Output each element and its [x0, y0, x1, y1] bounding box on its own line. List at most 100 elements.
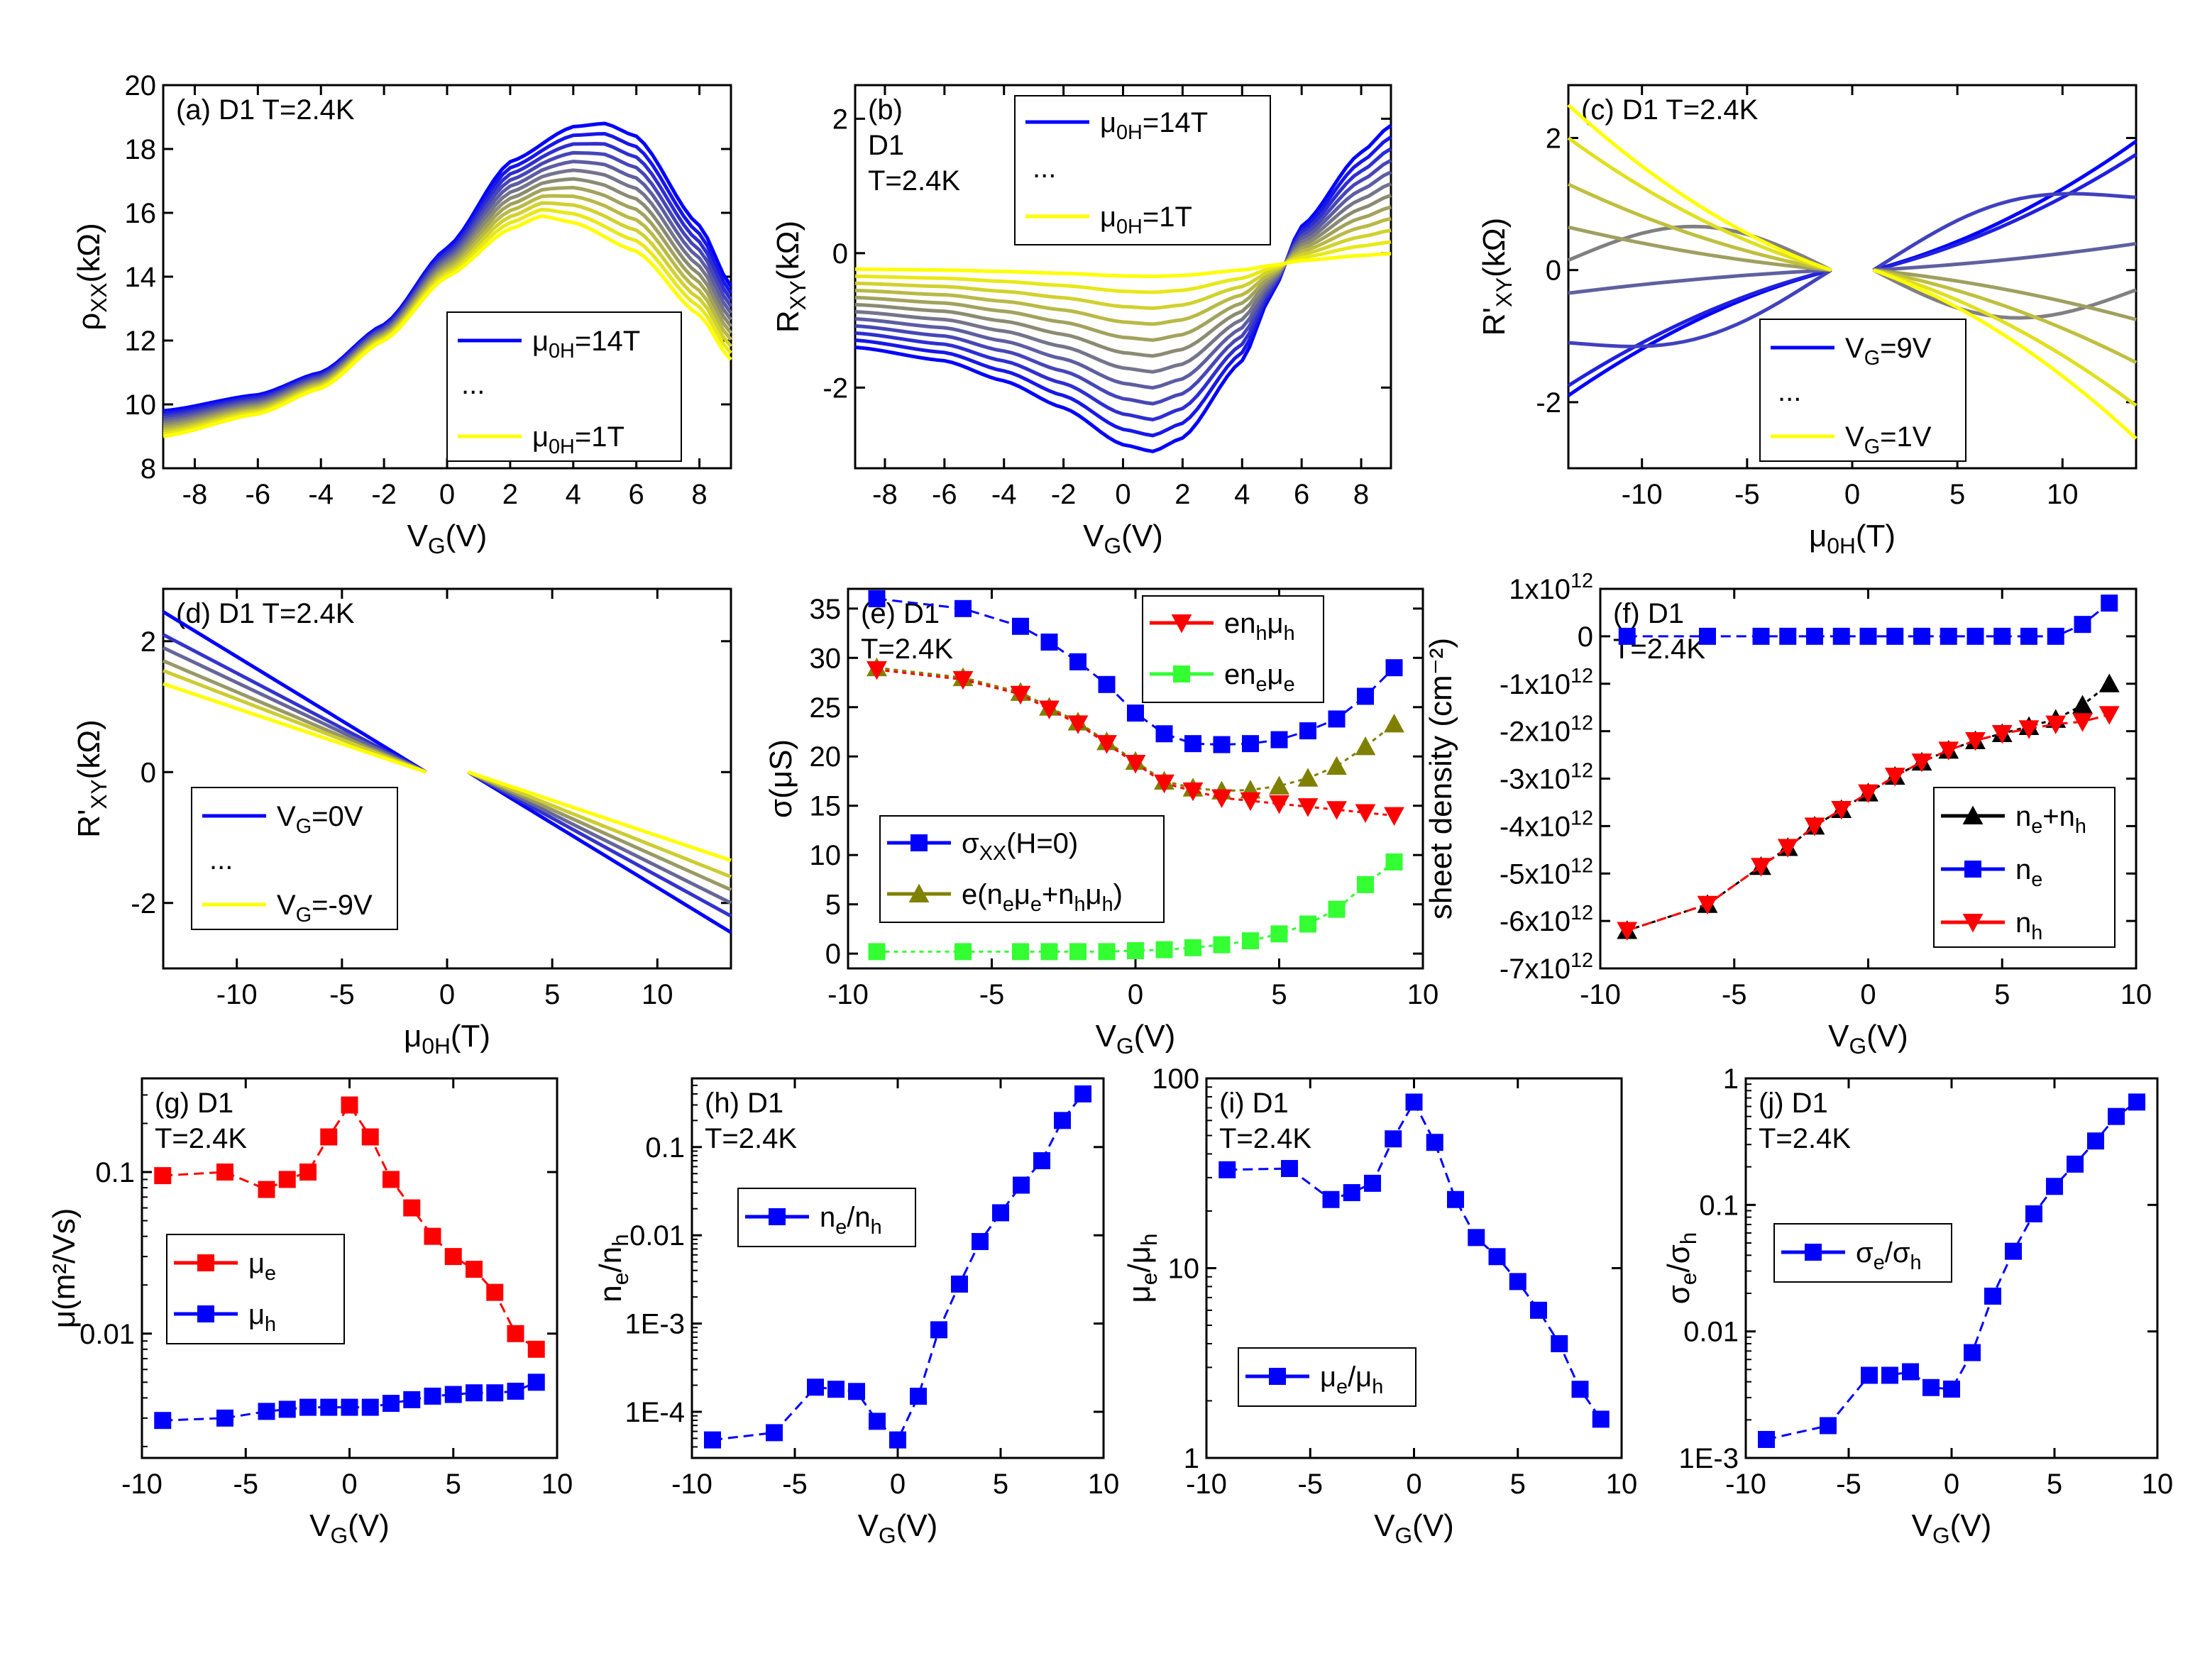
x-axis-label: VG(V): [1912, 1508, 1992, 1548]
y-tick-label: 25: [810, 692, 842, 724]
data-point: [1384, 807, 1404, 827]
y-tick-label: 15: [810, 791, 842, 822]
x-axis-label: μ0H(T): [404, 1019, 490, 1059]
data-point: [930, 1321, 947, 1339]
data-point: [992, 1204, 1009, 1222]
data-point: [1385, 853, 1403, 871]
hall-curve: [1872, 268, 2138, 440]
legend-marker: [1962, 805, 1984, 824]
y-tick-label: 0: [1546, 255, 1561, 287]
data-point: [951, 1275, 968, 1293]
x-tick-label: -10: [827, 979, 869, 1010]
x-tick-label: -4: [991, 479, 1017, 510]
panel-label: (b): [868, 94, 903, 126]
data-point: [1154, 774, 1174, 794]
data-point: [1426, 1134, 1443, 1151]
y-tick-label: 2: [832, 104, 848, 135]
x-tick-label: 10: [642, 979, 673, 1010]
legend-label: eneμe: [1224, 659, 1295, 696]
legend-label: ne: [2015, 854, 2042, 891]
legend-box: [879, 815, 1165, 923]
legend-ellipsis: ...: [209, 844, 233, 875]
rho-curve: [163, 214, 732, 438]
data-point: [1551, 1334, 1568, 1352]
data-point: [1384, 713, 1404, 733]
x-tick-label: -8: [182, 479, 208, 510]
data-point: [1751, 858, 1771, 877]
y-tick-label: -4x1012: [1500, 807, 1593, 842]
legend-box: [166, 1234, 345, 1344]
y-axis-label: μe/μh: [1122, 1233, 1162, 1303]
x-axis-label: VG(V): [1374, 1508, 1454, 1548]
x-tick-label: -10: [216, 979, 258, 1010]
y-axis-label: ρXX(kΩ): [72, 223, 111, 330]
rxy-curve: [854, 158, 1392, 406]
rxy-curve: [854, 216, 1392, 326]
panel-label: (g) D1: [155, 1088, 233, 1119]
hall-curve: [1872, 192, 2137, 272]
hall-curve: [1567, 136, 1832, 272]
y-tick-label: 100: [1152, 1063, 1199, 1095]
x-tick-label: -10: [121, 1469, 163, 1500]
legend-label: σXX(H=0): [962, 828, 1078, 865]
y-tick-label: 14: [125, 262, 157, 293]
x-tick-label: 0: [341, 1469, 357, 1500]
data-point: [1488, 1248, 1506, 1266]
x-tick-label: -4: [308, 479, 334, 510]
y-tick-label: -2x1012: [1500, 712, 1593, 748]
data-point: [1913, 627, 1930, 645]
data-point: [867, 661, 887, 680]
x-tick-label: 5: [1949, 479, 1965, 510]
legend-marker: [1805, 1244, 1822, 1261]
data-point: [869, 1413, 886, 1430]
data-point: [868, 943, 886, 961]
y-tick-label: 1E-4: [625, 1397, 686, 1428]
data-point: [1617, 922, 1638, 941]
y-tick-label: 0.1: [645, 1132, 685, 1164]
legend-marker: [197, 1305, 214, 1322]
data-point: [2018, 720, 2040, 739]
data-point: [1752, 627, 1770, 645]
data-point: [154, 1412, 172, 1430]
panel-label: (c) D1 T=2.4K: [1581, 94, 1759, 126]
y-axis-label: ne/nh: [593, 1234, 633, 1302]
hall-curve: [1568, 225, 1832, 272]
hall-curve: [1872, 268, 2138, 407]
data-point: [341, 1398, 358, 1416]
x-tick-label: 10: [2047, 479, 2079, 510]
x-tick-label: -6: [932, 479, 957, 510]
x-tick-label: 0: [1406, 1469, 1421, 1500]
panel-label: D1: [868, 130, 904, 161]
data-point: [299, 1398, 317, 1416]
y-tick-label: 1E-3: [1679, 1443, 1739, 1474]
x-tick-label: -5: [1722, 979, 1747, 1010]
data-point: [1357, 875, 1374, 893]
data-point: [1884, 768, 1905, 787]
data-point: [216, 1409, 233, 1427]
x-tick-label: 0: [1944, 1469, 1959, 1500]
x-tick-label: 10: [1606, 1469, 1638, 1500]
panel-c: -10 -5 0 5 10 -2 0 2 μ0H(T) R'XY(kΩ) (c) D1 T=2.4K…: [1477, 84, 2138, 558]
data-point: [361, 1128, 379, 1146]
x-tick-label: 0: [1844, 479, 1860, 510]
x-axis-label: VG(V): [1096, 1019, 1176, 1059]
series-line: [1627, 682, 2111, 932]
y-tick-label: 0: [825, 939, 841, 970]
legend-label: μ0H=14T: [532, 326, 640, 363]
y-axis-label: σ(μS): [764, 739, 798, 818]
x-tick-label: 8: [1353, 479, 1369, 510]
y-axis-label: sheet density (cm⁻²): [1424, 638, 1458, 919]
data-point: [1297, 798, 1319, 817]
data-point: [952, 670, 974, 690]
y-tick-label: -5x1012: [1500, 854, 1593, 890]
data-point: [1269, 795, 1289, 814]
x-tick-label: -5: [1297, 1469, 1323, 1500]
panel-f: -10 -5 0 5 10 VG(V) sheet density (cm⁻²) (f) D1…: [1424, 570, 2152, 1059]
x-tick-label: -5: [233, 1469, 258, 1500]
rxy-curve: [854, 170, 1392, 390]
rxy-curve: [854, 205, 1392, 342]
panel-i: -10 -5 0 5 10 1 10 100 VG(V) μe/μh (i) D1 T=2.4K μe/…: [1122, 1063, 1637, 1548]
x-tick-label: 2: [502, 479, 518, 510]
data-point: [1859, 627, 1877, 645]
y-tick-label: 1E-3: [625, 1309, 686, 1340]
